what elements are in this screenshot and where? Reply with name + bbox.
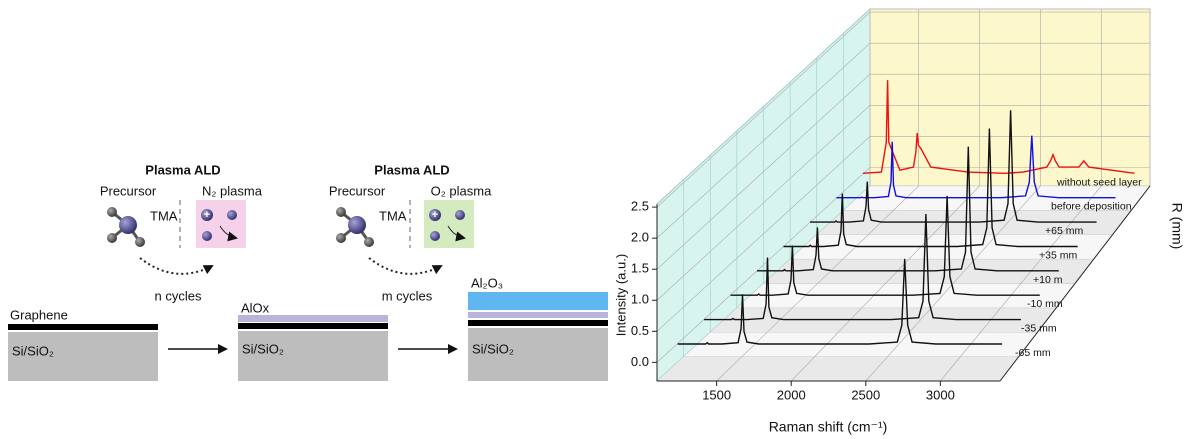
substrate-label: Si/SiO₂ [242,341,284,356]
y-tick-label: 1.0 [631,292,649,307]
page: Graphene Si/SiO₂ AlOx Si/SiO₂ Al₂O₃ Si/S… [0,0,1198,439]
z-axis-title: R (mm) [1169,203,1185,250]
alox-layer [238,315,388,322]
plasma-label: O₂ plasma [431,183,492,198]
svg-text:+: + [432,209,438,221]
graphene-layer [8,324,158,330]
layer-label: AlOx [241,300,270,315]
raman-chart: 0.0 0.5 1.0 1.5 2.0 2.5 1500 2000 2500 3000 withou… [613,9,1185,435]
x-axis-title: Raman shift (cm⁻¹) [769,419,888,435]
x-tick-label: 1500 [702,387,731,402]
layer-label: Graphene [10,307,68,322]
process-title: Plasma ALD [145,162,220,177]
precursor-label: Precursor [329,183,386,198]
series-label: -10 mm [1027,298,1063,310]
cycles-label: n cycles [155,288,202,303]
x-tick-label: 3000 [926,387,955,402]
y-tick-label: 2.0 [631,230,649,245]
x-tick-label: 2000 [777,387,806,402]
series-label: without seed layer [1056,176,1142,188]
series-label: +65 mm [1045,225,1083,237]
precursor-label: Precursor [100,183,157,198]
figure: Graphene Si/SiO₂ AlOx Si/SiO₂ Al₂O₃ Si/S… [0,0,1198,439]
series-label: before deposition [1051,201,1132,213]
cycle-arrow [369,258,441,274]
process-diagram: Graphene Si/SiO₂ AlOx Si/SiO₂ Al₂O₃ Si/S… [8,162,608,381]
tma-molecule [336,207,374,247]
process-title: Plasma ALD [374,162,449,177]
graphene-layer [238,323,388,329]
series-label: -65 mm [1015,347,1051,359]
plasma-label: N₂ plasma [202,183,263,198]
y-axis-title: Intensity (a.u.) [613,254,628,336]
tma-molecule [107,207,145,247]
plasma-box [196,200,246,248]
substrate-label: Si/SiO₂ [472,341,514,356]
y-tick-label: 0.5 [631,323,649,338]
series-label: -35 mm [1021,323,1057,335]
x-tick-label: 2500 [851,387,880,402]
graphene-layer [468,320,608,326]
y-tick-label: 1.5 [631,261,649,276]
precursor-name: TMA [150,208,178,223]
series-label: +10 m [1033,274,1063,286]
y-tick-label: 0.0 [631,354,649,369]
back-wall [870,9,1150,186]
substrate-label: Si/SiO₂ [12,343,54,358]
al2o3-layer [468,292,608,310]
cycles-label: m cycles [382,288,433,303]
series-label: +35 mm [1039,249,1077,261]
cycle-arrow [140,258,212,274]
alox-layer [468,312,608,318]
svg-text:+: + [204,209,210,221]
layer-label: Al₂O₃ [471,275,503,290]
floor-band [657,357,1019,381]
y-tick-label: 2.5 [631,199,649,214]
plasma-box [424,200,474,248]
precursor-name: TMA [379,208,407,223]
